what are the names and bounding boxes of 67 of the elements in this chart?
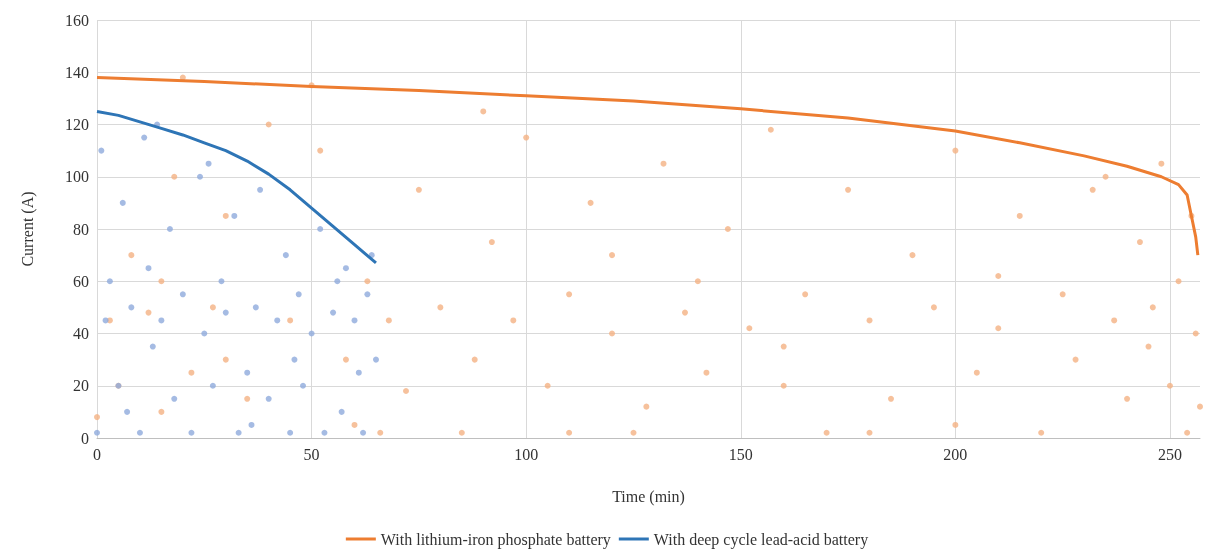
y-tick-label: 120 bbox=[65, 116, 89, 133]
point bbox=[330, 309, 337, 316]
point bbox=[257, 186, 264, 193]
point bbox=[158, 317, 165, 324]
point bbox=[308, 330, 315, 337]
point bbox=[231, 212, 238, 219]
y-tick-label: 160 bbox=[65, 11, 89, 29]
point bbox=[351, 317, 358, 324]
point bbox=[145, 265, 152, 272]
point bbox=[252, 304, 259, 311]
point bbox=[360, 429, 367, 436]
x-tick-label: 150 bbox=[728, 445, 753, 463]
point bbox=[321, 429, 328, 436]
point bbox=[94, 429, 100, 436]
point bbox=[317, 226, 324, 232]
y-axis-title: Current (A) bbox=[18, 191, 37, 267]
point bbox=[209, 382, 216, 389]
legend-label: With lithium-iron phosphate battery bbox=[380, 530, 611, 549]
point bbox=[188, 429, 195, 436]
point bbox=[244, 369, 251, 376]
point bbox=[265, 395, 272, 402]
point bbox=[300, 382, 307, 389]
line-series bbox=[95, 109, 378, 265]
point bbox=[106, 278, 113, 285]
point bbox=[282, 252, 289, 259]
x-tick-label: 200 bbox=[943, 445, 968, 463]
point bbox=[334, 278, 341, 285]
point bbox=[372, 356, 379, 363]
x-tick-label: 0 bbox=[93, 445, 101, 463]
point bbox=[295, 291, 302, 298]
y-tick-label: 40 bbox=[73, 325, 89, 342]
point bbox=[98, 147, 105, 154]
point bbox=[205, 160, 212, 167]
x-tick-label: 100 bbox=[514, 445, 539, 463]
point bbox=[171, 395, 178, 402]
y-tick-label: 20 bbox=[73, 377, 89, 395]
point bbox=[274, 317, 281, 324]
point bbox=[166, 226, 173, 232]
legend-label: With deep cycle lead-acid battery bbox=[653, 530, 869, 549]
y-tick-label: 100 bbox=[65, 168, 89, 186]
point bbox=[149, 343, 156, 350]
point bbox=[222, 309, 229, 316]
line-series bbox=[95, 75, 1200, 257]
point bbox=[218, 278, 225, 285]
point bbox=[179, 291, 186, 298]
point bbox=[291, 356, 298, 363]
x-tick-label: 250 bbox=[1157, 445, 1182, 463]
x-axis-title: Time (min) bbox=[612, 487, 685, 506]
point bbox=[338, 408, 345, 415]
point bbox=[235, 429, 242, 436]
point bbox=[128, 304, 135, 311]
point bbox=[141, 134, 148, 141]
point bbox=[287, 429, 294, 436]
point bbox=[136, 429, 143, 436]
point bbox=[197, 173, 203, 180]
x-tick-label: 50 bbox=[303, 445, 320, 463]
point bbox=[342, 265, 349, 272]
point bbox=[364, 291, 371, 298]
y-tick-label: 80 bbox=[73, 220, 89, 238]
point bbox=[102, 317, 109, 324]
y-tick-label: 140 bbox=[65, 63, 89, 81]
point bbox=[248, 421, 255, 428]
point bbox=[124, 408, 131, 415]
y-tick-label: 60 bbox=[73, 272, 89, 290]
y-tick-label: 0 bbox=[81, 429, 89, 447]
point bbox=[119, 199, 126, 206]
point bbox=[355, 369, 362, 376]
